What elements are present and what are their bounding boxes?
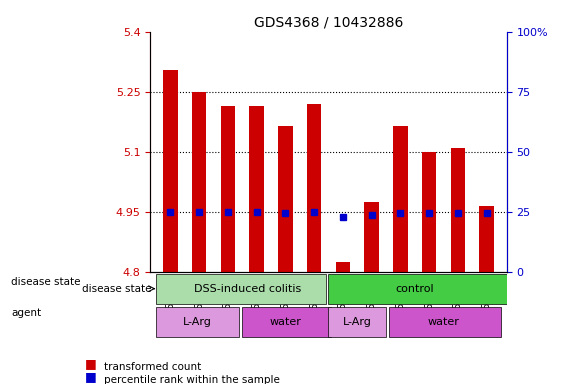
Text: water: water — [427, 317, 459, 327]
Text: transformed count: transformed count — [104, 362, 202, 372]
Text: agent: agent — [11, 308, 42, 318]
FancyBboxPatch shape — [242, 307, 332, 337]
Text: ■: ■ — [84, 357, 96, 370]
Bar — [450, 148, 465, 272]
FancyBboxPatch shape — [328, 307, 386, 337]
Bar — [422, 152, 436, 272]
Text: percentile rank within the sample: percentile rank within the sample — [104, 375, 280, 384]
FancyBboxPatch shape — [389, 307, 501, 337]
Bar — [249, 106, 264, 272]
Text: L-Arg: L-Arg — [184, 317, 212, 327]
Text: L-Arg: L-Arg — [343, 317, 372, 327]
Text: ■: ■ — [84, 370, 96, 383]
Text: water: water — [270, 317, 301, 327]
Title: GDS4368 / 10432886: GDS4368 / 10432886 — [254, 15, 403, 29]
FancyBboxPatch shape — [328, 274, 507, 303]
Bar — [479, 206, 494, 272]
Text: control: control — [395, 284, 434, 294]
Bar — [307, 104, 321, 272]
Bar — [364, 202, 379, 272]
Text: disease state: disease state — [11, 277, 81, 287]
Text: DSS-induced colitis: DSS-induced colitis — [194, 284, 302, 294]
FancyBboxPatch shape — [156, 307, 239, 337]
Bar — [278, 126, 293, 272]
Bar — [192, 93, 207, 272]
Bar — [221, 106, 235, 272]
Bar — [163, 70, 177, 272]
FancyBboxPatch shape — [156, 274, 325, 303]
Text: disease state: disease state — [82, 284, 152, 294]
Bar — [336, 262, 350, 272]
Bar — [393, 126, 408, 272]
